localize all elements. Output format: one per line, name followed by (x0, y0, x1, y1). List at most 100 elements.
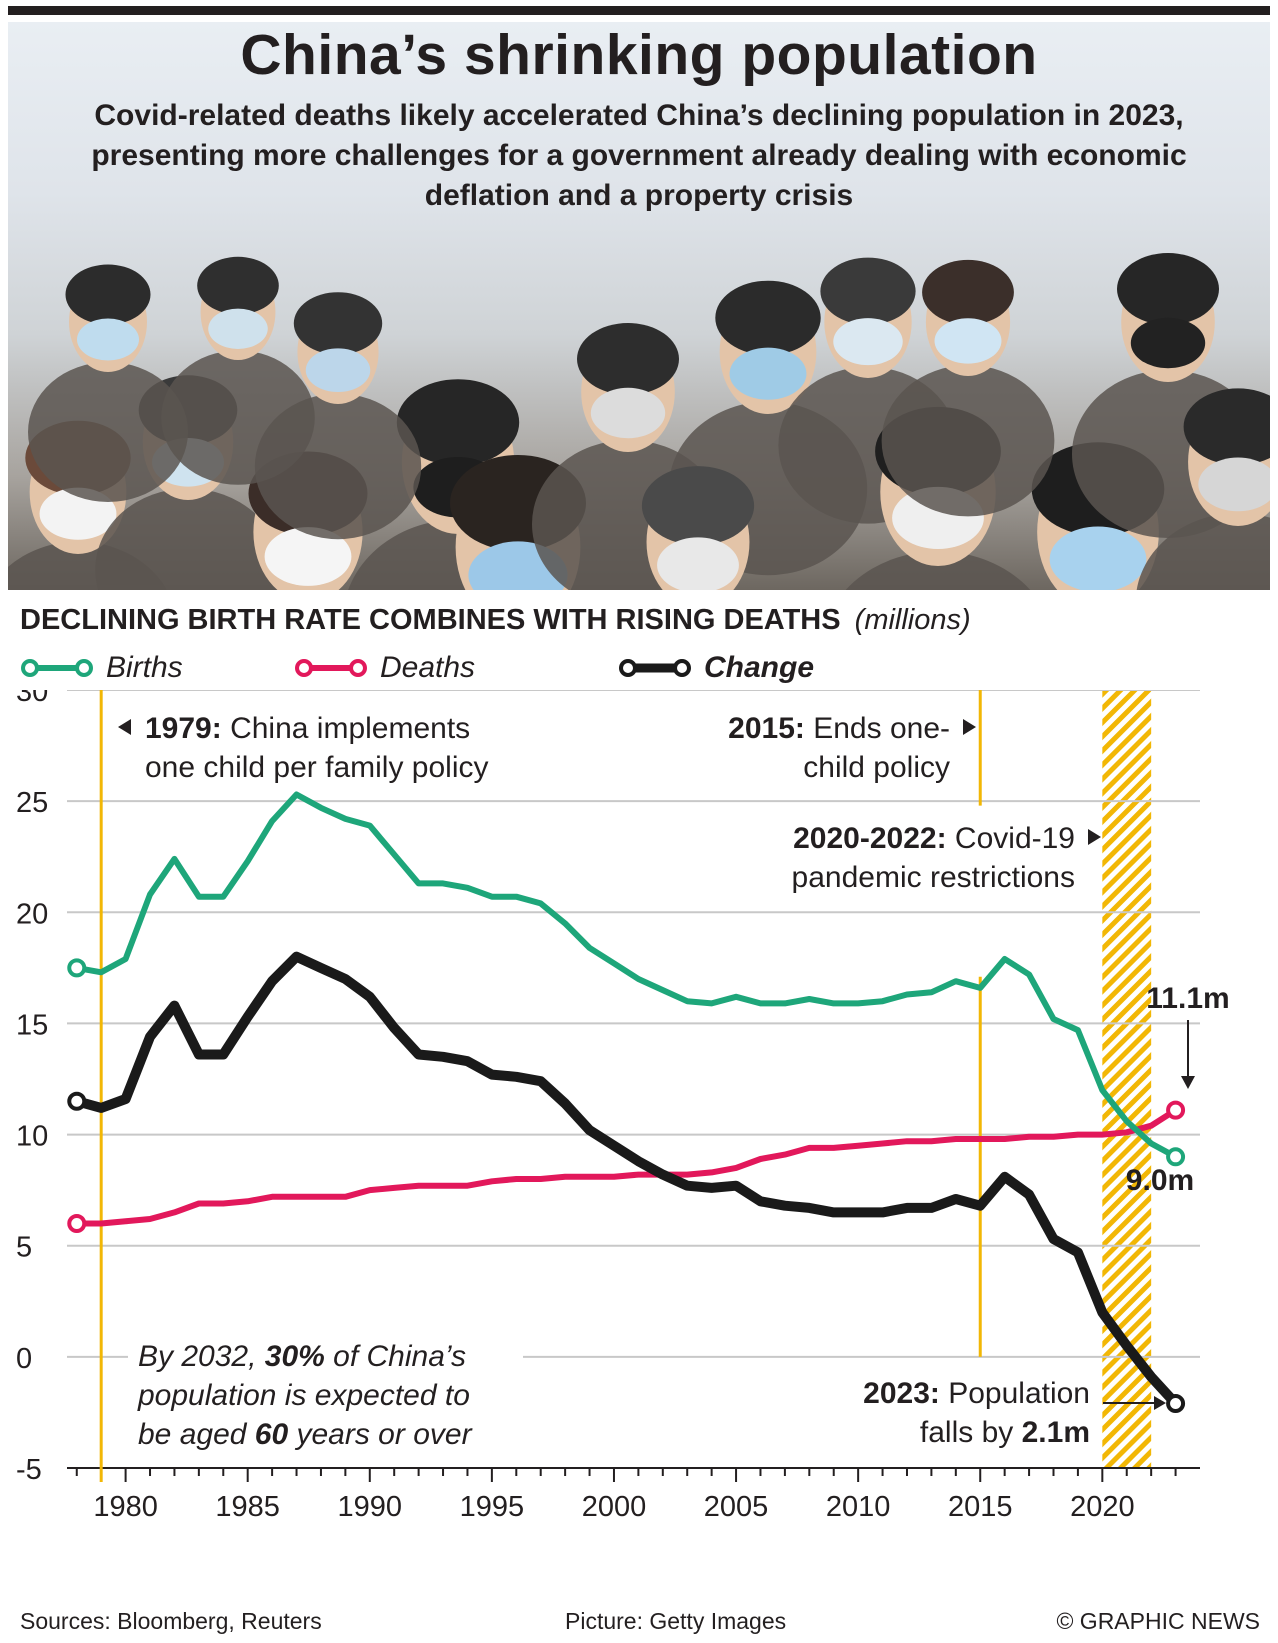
y-tick-label: 20 (16, 898, 48, 930)
footer-sources: Sources: Bloomberg, Reuters (20, 1608, 322, 1634)
person-hair (1117, 253, 1219, 325)
person-figure (881, 259, 1055, 517)
fall-annotation-line2: falls by 2.1m (920, 1416, 1090, 1449)
annotation-covid-line1-part: Covid-19 (947, 822, 1075, 855)
legend-births-label: Births (106, 651, 183, 684)
annotation-covid-line1-part: 2020-2022: (793, 822, 946, 855)
x-tick-label: 1995 (460, 1491, 525, 1523)
annotation-1979-line1-part: China implements (222, 712, 470, 745)
annotation-1979-line2-part: one child per family policy (145, 751, 489, 784)
person-mask (1049, 526, 1147, 590)
series-point-deaths (1166, 1100, 1186, 1120)
x-tick-label: 1985 (215, 1491, 280, 1523)
annotation-1979-line1-part: 1979: (145, 712, 222, 745)
person-hair (396, 379, 520, 466)
footer-picture: Picture: Getty Images (565, 1608, 787, 1634)
person-mask (590, 387, 666, 439)
page-title: China’s shrinking population (240, 23, 1038, 87)
fall-annotation-line1-part: Population (940, 1377, 1090, 1410)
births-end-label-part: 9.0m (1126, 1164, 1194, 1197)
series-point-births (67, 958, 87, 978)
footer-credit: © GRAPHIC NEWS (1056, 1608, 1260, 1634)
annotation-2015-line2: child policy (803, 751, 950, 784)
person-body (28, 362, 188, 502)
x-tick-label: 2005 (704, 1491, 769, 1523)
fall-annotation-line1-part: 2023: (863, 1377, 940, 1410)
births-end-label: 9.0m (1126, 1164, 1194, 1197)
series-line-deaths (73, 1107, 1179, 1227)
note-line3: be aged 60 years or over (138, 1418, 473, 1451)
x-tick-label: 1980 (93, 1491, 158, 1523)
person-body (881, 365, 1055, 517)
fall-annotation-line2-part: 2.1m (1022, 1416, 1090, 1449)
legend-change-label: Change (704, 651, 815, 684)
chart-title: DECLINING BIRTH RATE COMBINES WITH RISIN… (20, 604, 841, 636)
crowd-photo (8, 22, 1270, 590)
fall-annotation-line2-part: falls by (920, 1416, 1022, 1449)
annotation-2015-line1: 2015: Ends one- (728, 712, 950, 745)
y-tick-label: 5 (16, 1232, 32, 1264)
person-hair (715, 280, 821, 356)
person-body (1136, 513, 1270, 590)
legend-births: Births (20, 648, 183, 688)
series-line-change (71, 951, 1181, 1409)
note-line2-part: population is expected to (137, 1379, 470, 1412)
person-mask (729, 347, 807, 400)
y-tick-label: 10 (16, 1121, 48, 1153)
chart-heading: DECLINING BIRTH RATE COMBINES WITH RISIN… (20, 604, 971, 637)
note-line1-part: of China’s (325, 1340, 466, 1373)
x-tick-label: 1990 (338, 1491, 403, 1523)
annotation-1979-line1: 1979: China implements (145, 712, 470, 745)
person-hair (293, 292, 383, 355)
top-rule (8, 6, 1270, 15)
annotation-2015-arrow (963, 719, 976, 735)
note-line1-part: By 2032, (138, 1340, 265, 1373)
person-mask (657, 537, 739, 590)
note-line3-part: years or over (288, 1418, 472, 1451)
series-point-change (1166, 1394, 1186, 1414)
person-figure (1136, 388, 1270, 590)
person-figure (161, 256, 315, 485)
x-tick-label: 2010 (826, 1491, 891, 1523)
legend-deaths: Deaths (294, 648, 475, 688)
annotation-covid-line2: pandemic restrictions (792, 861, 1075, 894)
x-tick-label: 2000 (582, 1491, 647, 1523)
person-hair (922, 259, 1014, 325)
legend-deaths-swatch (295, 659, 367, 677)
person-mask (264, 527, 352, 586)
series-point-births (1166, 1147, 1186, 1167)
person-hair (820, 257, 916, 325)
y-tick-label: 30 (16, 690, 48, 708)
note-line1-part: 30% (265, 1340, 325, 1373)
person-mask (1130, 317, 1206, 369)
note-line1: By 2032, 30% of China’s (138, 1340, 466, 1373)
person-hair (65, 264, 151, 325)
legend-change: Change (618, 648, 814, 688)
annotation-covid-line2-part: pandemic restrictions (792, 861, 1075, 894)
annotation-1979-line2: one child per family policy (145, 751, 489, 784)
annotation-1979-arrow (118, 719, 131, 735)
deaths-end-pointer-head (1181, 1076, 1195, 1089)
person-mask (1198, 457, 1270, 512)
annotation-covid-line1: 2020-2022: Covid-19 (793, 822, 1075, 855)
note-background (128, 1335, 523, 1453)
annotation-2015-line2-part: child policy (803, 751, 950, 784)
legend-deaths-label: Deaths (380, 651, 476, 684)
series-point-change (67, 1091, 87, 1111)
series-point-deaths (67, 1213, 87, 1233)
person-mask (208, 308, 268, 349)
fall-pointer-head (1154, 1396, 1166, 1410)
person-hair (577, 323, 679, 395)
person-figure (641, 466, 755, 590)
annotation-2015-line1-part: 2015: (728, 712, 805, 745)
note-line3-part: be aged (138, 1418, 255, 1451)
person-hair (197, 256, 279, 315)
person-body (95, 488, 281, 590)
series-line-births (73, 791, 1179, 1160)
annotation-covid-arrow (1088, 829, 1101, 845)
fall-annotation-line1: 2023: Population (863, 1377, 1090, 1410)
person-hair (641, 466, 755, 546)
x-tick-label: 2015 (948, 1491, 1013, 1523)
person-mask (833, 318, 903, 366)
